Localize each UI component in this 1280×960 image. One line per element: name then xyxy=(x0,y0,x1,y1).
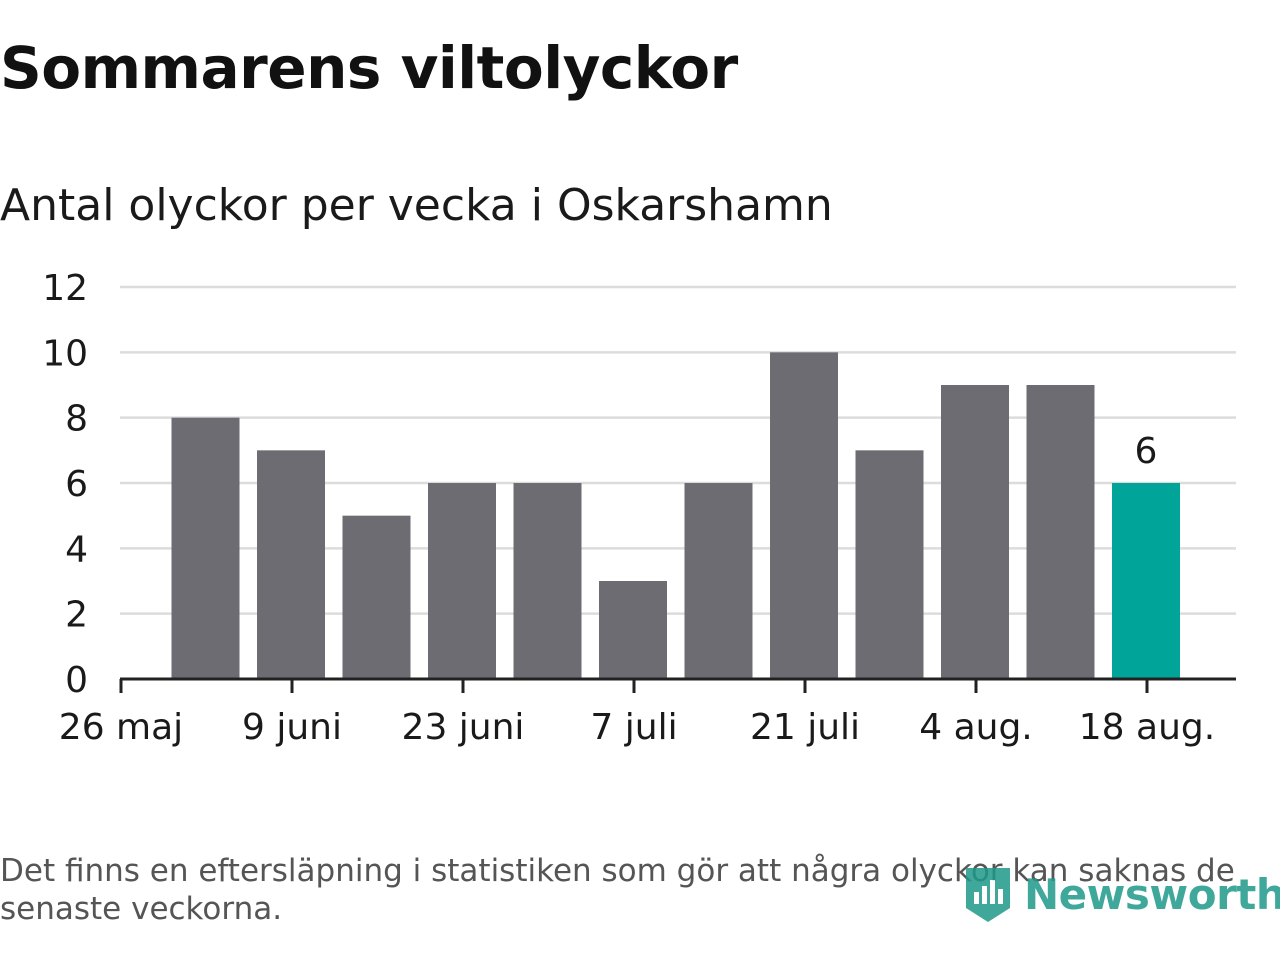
x-tick-label: 21 juli xyxy=(750,707,860,748)
bar xyxy=(941,385,1009,679)
bar-highlight xyxy=(1112,483,1180,679)
y-tick-label: 2 xyxy=(65,595,88,636)
y-axis-tick-labels: 0 2 4 6 8 10 12 xyxy=(42,268,88,701)
y-tick-label: 8 xyxy=(65,399,88,440)
x-tick-label: 26 maj xyxy=(59,707,183,748)
data-labels: 6 xyxy=(1135,431,1158,472)
y-tick-label: 10 xyxy=(42,333,88,374)
y-tick-label: 0 xyxy=(65,660,88,701)
footnote: Det finns en eftersläpning i statistiken… xyxy=(0,853,1235,927)
brand-name: Newsworthy xyxy=(1024,869,1280,919)
y-tick-label: 4 xyxy=(65,529,88,570)
bar xyxy=(513,483,582,679)
bar xyxy=(171,417,240,679)
x-tick-label: 7 juli xyxy=(590,707,677,748)
bars xyxy=(171,352,1180,679)
bar-chart: 0 2 4 6 8 10 12 26 maj 9 juni 23 juni 7 juli 21 ju… xyxy=(42,268,1236,748)
y-tick-label: 6 xyxy=(65,464,88,505)
y-tick-label: 12 xyxy=(42,268,88,309)
bar xyxy=(599,581,667,679)
bar xyxy=(257,450,325,679)
bar xyxy=(342,515,411,679)
x-tick-label: 9 juni xyxy=(242,707,342,748)
x-axis xyxy=(119,677,1236,693)
brand-logo: Newsworthy xyxy=(962,858,1280,930)
bar xyxy=(684,483,753,679)
x-tick-label: 23 juni xyxy=(402,707,525,748)
bar xyxy=(1026,385,1095,679)
chart-title: Sommarens viltolyckor xyxy=(0,34,738,102)
bar xyxy=(770,352,838,679)
x-axis-tick-labels: 26 maj 9 juni 23 juni 7 juli 21 juli 4 aug. 18… xyxy=(59,707,1215,748)
chart-subtitle: Antal olyckor per vecka i Oskarshamn xyxy=(0,180,833,231)
x-tick-label: 18 aug. xyxy=(1079,707,1215,748)
newsworthy-logo-icon xyxy=(966,868,1010,922)
bar xyxy=(428,483,496,679)
bar xyxy=(855,450,924,679)
data-label: 6 xyxy=(1135,431,1158,472)
x-tick-label: 4 aug. xyxy=(919,707,1033,748)
